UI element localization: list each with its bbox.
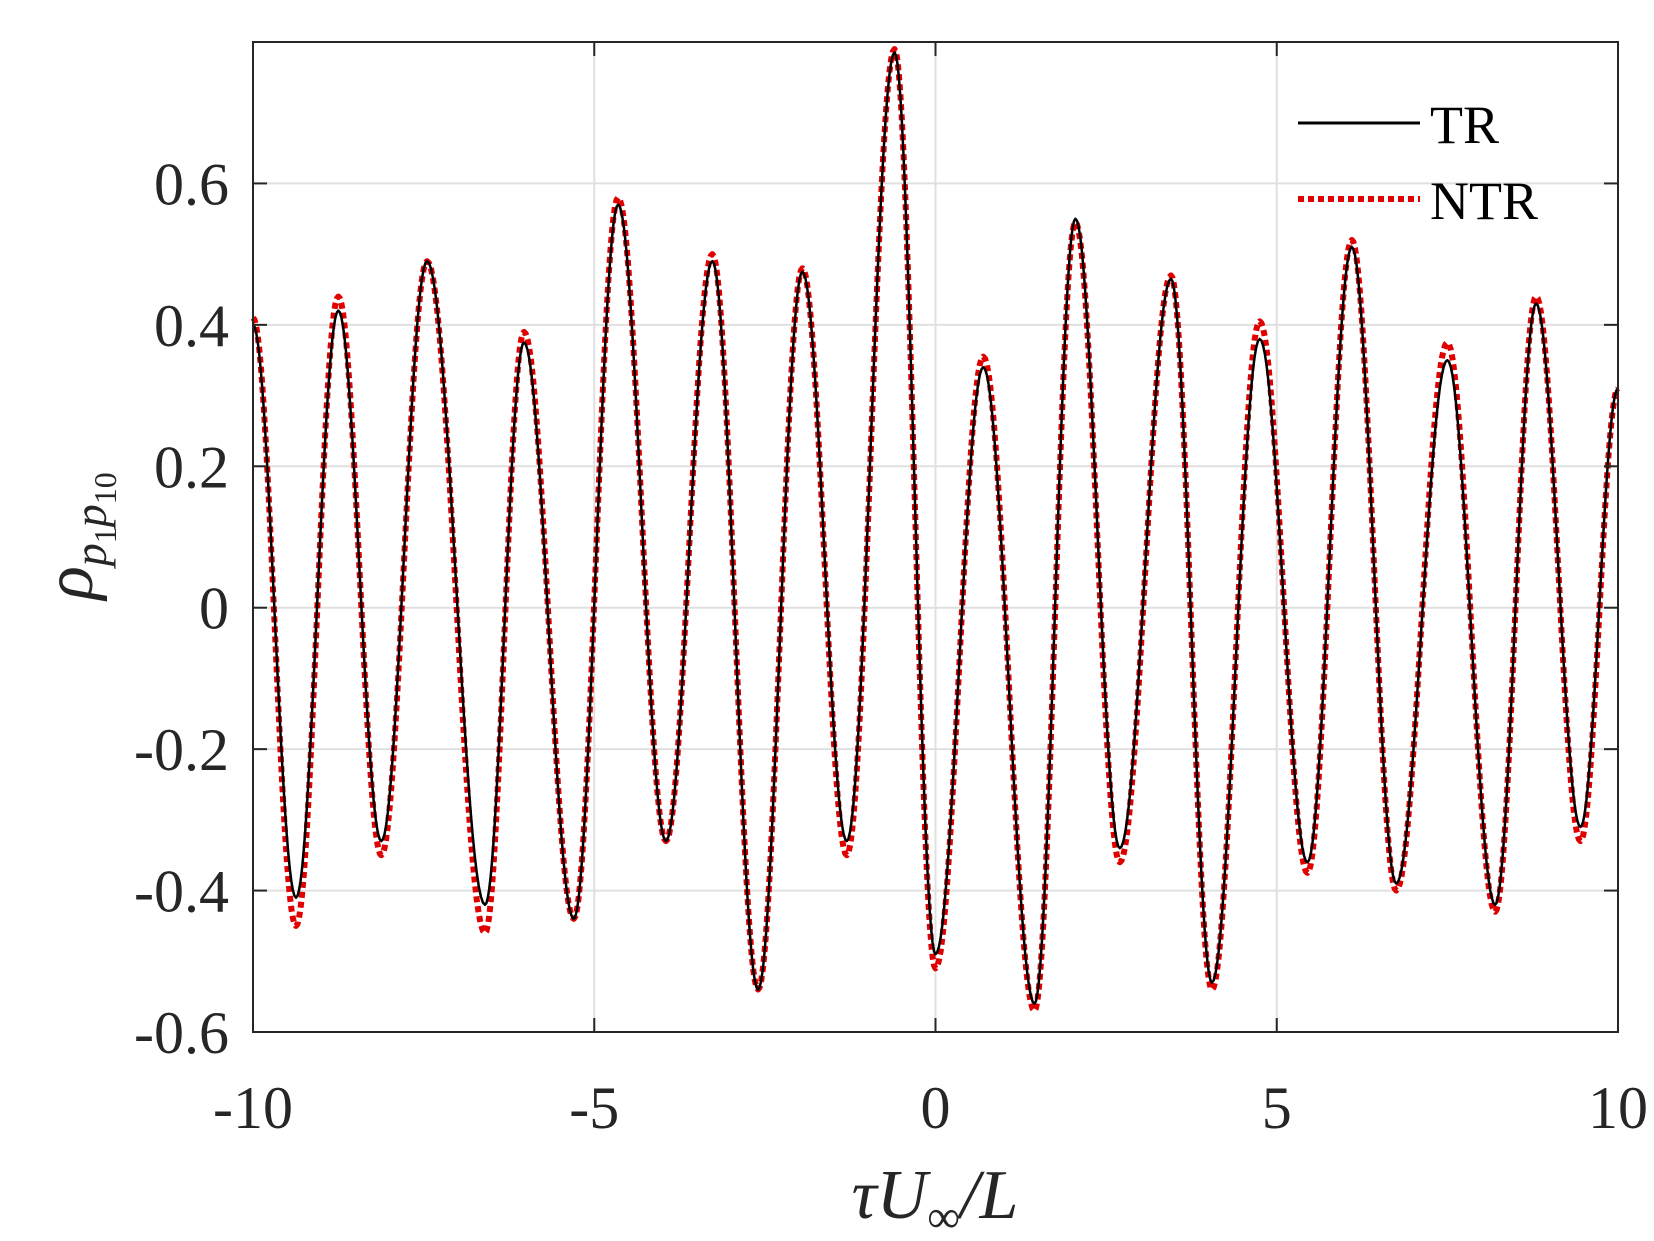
x-tick-label: 10 xyxy=(1588,1075,1648,1141)
legend-label-ntr: NTR xyxy=(1430,171,1538,231)
series-layer xyxy=(250,46,1621,1014)
y-tick-label: 0.4 xyxy=(154,293,229,359)
y-tick-label: -0.2 xyxy=(134,717,229,783)
x-tick-label: -5 xyxy=(569,1075,619,1141)
legend: TR NTR xyxy=(1298,95,1538,231)
y-axis-label-sub-1: 1 xyxy=(87,527,123,543)
x-tick-label: 0 xyxy=(921,1075,951,1141)
tick-labels: -10 -5 0 5 10 -0.6 -0.4 -0.2 0 0.2 0.4 0.6 xyxy=(134,151,1648,1141)
x-tick-label: 5 xyxy=(1262,1075,1292,1141)
legend-label-tr: TR xyxy=(1430,95,1499,155)
y-axis-label-main: ρ xyxy=(31,566,108,602)
y-tick-label: 0.2 xyxy=(154,434,229,500)
y-tick-label: 0.6 xyxy=(154,151,229,217)
y-axis-label-sub-10: 10 xyxy=(87,472,123,504)
series-line-tr xyxy=(252,51,1619,1005)
x-tick-label: -10 xyxy=(213,1075,293,1141)
x-axis-label-suffix: /L xyxy=(956,1157,1018,1234)
y-axis-label: ρp1p10 xyxy=(31,472,123,602)
y-tick-label: -0.4 xyxy=(134,859,229,925)
x-axis-label-subscript: ∞ xyxy=(927,1191,960,1241)
y-axis-label-sub-p2: p xyxy=(65,504,116,530)
series-line-ntr xyxy=(250,46,1621,1014)
x-axis-label-main: τU xyxy=(852,1157,932,1234)
ticks xyxy=(252,42,1619,1033)
y-axis-label-sub-p1: p xyxy=(65,543,116,569)
x-axis-label: τU∞/L xyxy=(852,1157,1019,1241)
y-tick-label: -0.6 xyxy=(134,1000,229,1066)
y-tick-label: 0 xyxy=(199,576,229,642)
